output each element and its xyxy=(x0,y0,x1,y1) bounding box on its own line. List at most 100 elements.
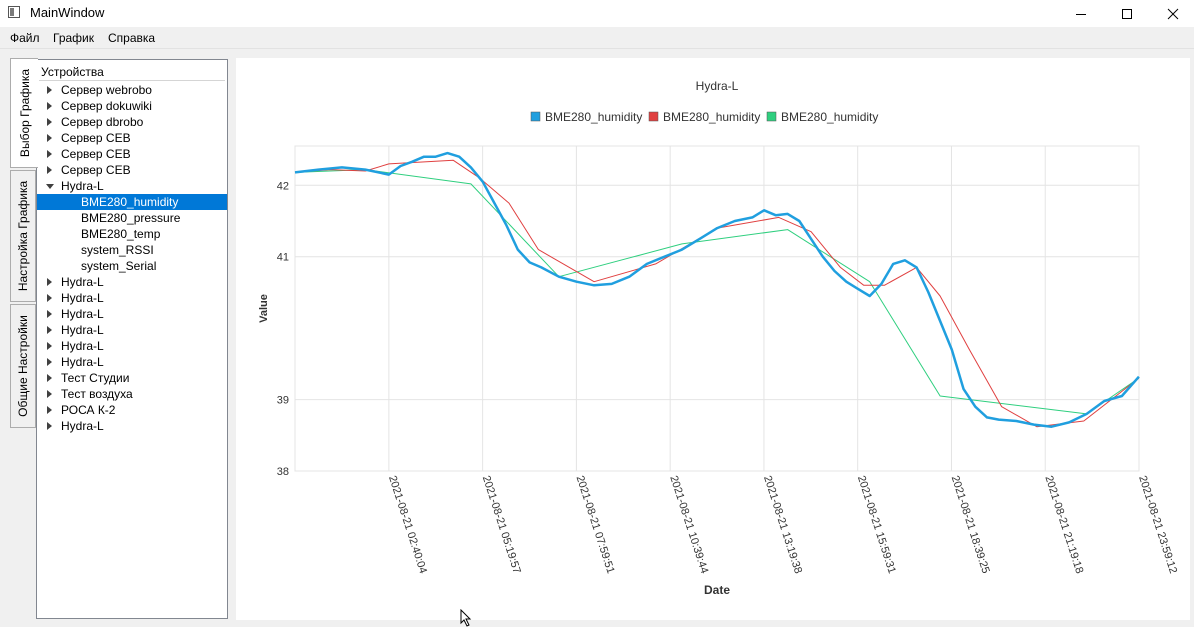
legend-marker xyxy=(648,111,659,122)
tree-item[interactable]: BME280_pressure xyxy=(37,210,227,226)
tab-general-settings[interactable]: Общие Настройки xyxy=(10,304,36,428)
tab-chart-settings-label: Настройка Графика xyxy=(16,180,30,292)
chevron-right-icon[interactable] xyxy=(47,358,52,366)
tree-item-label: Тест воздуха xyxy=(61,387,133,401)
minimize-button[interactable] xyxy=(1058,0,1104,27)
chart-panel: 38 39 41 42 2021-08-21 02:40:04 2021-08-21 05… xyxy=(236,58,1190,620)
tree-item[interactable]: Hydra-L xyxy=(37,418,227,434)
tree-item-label: system_RSSI xyxy=(81,243,154,257)
tree-item-label: Сервер CEB xyxy=(61,163,131,177)
series-line-3 xyxy=(294,169,1140,415)
tree-item-label: BME280_humidity xyxy=(81,195,179,209)
device-tree[interactable]: Устройства Сервер webrobo Сервер dokuwiki… xyxy=(36,59,228,619)
chevron-right-icon[interactable] xyxy=(47,310,52,318)
tree-item-label: Сервер dbrobo xyxy=(61,115,144,129)
tree-item[interactable]: Hydra-L xyxy=(37,178,227,194)
chevron-right-icon[interactable] xyxy=(47,422,52,430)
tree-item-label: Hydra-L xyxy=(61,323,104,337)
tree-item[interactable]: Сервер webrobo xyxy=(37,82,227,98)
y-tick-label: 42 xyxy=(277,180,289,192)
menu-help[interactable]: Справка xyxy=(108,31,156,45)
tree-item[interactable]: Hydra-L xyxy=(37,306,227,322)
tree-item-label: Сервер dokuwiki xyxy=(61,99,152,113)
x-tick-label: 2021-08-21 18:39:25 xyxy=(949,474,992,575)
x-tick-label: 2021-08-21 07:59:51 xyxy=(574,474,617,575)
chevron-down-icon[interactable] xyxy=(46,184,54,189)
menu-chart[interactable]: График xyxy=(53,31,94,45)
tree-item[interactable]: Сервер CEB xyxy=(37,146,227,162)
plot-area xyxy=(294,145,1140,472)
tab-general-settings-label: Общие Настройки xyxy=(16,315,30,417)
legend-marker xyxy=(766,111,777,122)
legend-label: BME280_humidity xyxy=(545,110,642,124)
tree-item-label: Hydra-L xyxy=(61,355,104,369)
tree-item[interactable]: Hydra-L xyxy=(37,354,227,370)
chevron-right-icon[interactable] xyxy=(47,294,52,302)
y-tick-label: 41 xyxy=(277,252,289,264)
x-tick-label: 2021-08-21 10:39:44 xyxy=(667,474,710,575)
tree-item[interactable]: Тест воздуха xyxy=(37,386,227,402)
y-axis-title: Value xyxy=(258,294,270,323)
tree-item[interactable]: Hydra-L xyxy=(37,290,227,306)
tree-item[interactable]: BME280_temp xyxy=(37,226,227,242)
tab-chart-select[interactable]: Выбор Графика xyxy=(10,58,38,168)
tree-item-label: Тест Студии xyxy=(61,371,130,385)
tree-item[interactable]: system_RSSI xyxy=(37,242,227,258)
chevron-right-icon[interactable] xyxy=(47,342,52,350)
tree-item-label: Hydra-L xyxy=(61,179,104,193)
x-tick-label: 2021-08-21 02:40:04 xyxy=(386,474,429,575)
chevron-right-icon[interactable] xyxy=(47,118,52,126)
series-line-2 xyxy=(294,159,1140,428)
vertical-tab-bar: Выбор Графика Настройка Графика Общие На… xyxy=(10,58,38,430)
chevron-right-icon[interactable] xyxy=(47,278,52,286)
tree-item-label: BME280_pressure xyxy=(81,211,181,225)
close-button[interactable] xyxy=(1150,0,1194,27)
tab-chart-settings[interactable]: Настройка Графика xyxy=(10,170,36,302)
tree-item[interactable]: Сервер dbrobo xyxy=(37,114,227,130)
tree-item[interactable]: Hydra-L xyxy=(37,274,227,290)
menu-file[interactable]: Файл xyxy=(10,31,40,45)
tree-item[interactable]: Тест Студии xyxy=(37,370,227,386)
legend-label: BME280_humidity xyxy=(781,110,878,124)
tree-item-label: Hydra-L xyxy=(61,307,104,321)
tree-item-label: Hydra-L xyxy=(61,275,104,289)
app-icon xyxy=(8,6,20,18)
legend-label: BME280_humidity xyxy=(663,110,760,124)
tree-item[interactable]: BME280_humidity xyxy=(37,194,227,210)
mouse-cursor-icon xyxy=(460,609,472,627)
close-icon xyxy=(1167,8,1179,20)
tab-chart-select-label: Выбор Графика xyxy=(17,68,32,158)
chevron-right-icon[interactable] xyxy=(47,390,52,398)
tree-item[interactable]: system_Serial xyxy=(37,258,227,274)
chevron-right-icon[interactable] xyxy=(47,102,52,110)
chevron-right-icon[interactable] xyxy=(47,406,52,414)
tree-item-label: system_Serial xyxy=(81,259,157,273)
tree-item-label: BME280_temp xyxy=(81,227,161,241)
chevron-right-icon[interactable] xyxy=(47,134,52,142)
tree-item[interactable]: Hydra-L xyxy=(37,322,227,338)
tree-item[interactable]: Hydra-L xyxy=(37,338,227,354)
chevron-right-icon[interactable] xyxy=(47,150,52,158)
maximize-icon xyxy=(1122,9,1132,19)
minimize-icon xyxy=(1076,14,1086,15)
legend-marker xyxy=(530,111,541,122)
tree-item[interactable]: Сервер CEB xyxy=(37,130,227,146)
tree-item-label: Сервер webrobo xyxy=(61,83,152,97)
tree-header[interactable]: Устройства xyxy=(39,62,225,81)
title-bar: MainWindow xyxy=(0,0,1194,27)
chart-title: Hydra-L xyxy=(696,79,739,93)
chevron-right-icon[interactable] xyxy=(47,166,52,174)
x-tick-label: 2021-08-21 23:59:12 xyxy=(1136,474,1179,575)
chevron-right-icon[interactable] xyxy=(47,326,52,334)
tree-item-label: Сервер CEB xyxy=(61,131,131,145)
chevron-right-icon[interactable] xyxy=(47,374,52,382)
tree-item[interactable]: РОСА К-2 xyxy=(37,402,227,418)
tree-item[interactable]: Сервер CEB xyxy=(37,162,227,178)
x-tick-label: 2021-08-21 13:19:38 xyxy=(761,474,804,575)
maximize-button[interactable] xyxy=(1104,0,1150,27)
tree-item-label: Hydra-L xyxy=(61,419,104,433)
chevron-right-icon[interactable] xyxy=(47,86,52,94)
x-tick-label: 2021-08-21 21:19:18 xyxy=(1042,474,1085,575)
x-tick-label: 2021-08-21 05:19:57 xyxy=(480,474,523,575)
tree-item[interactable]: Сервер dokuwiki xyxy=(37,98,227,114)
